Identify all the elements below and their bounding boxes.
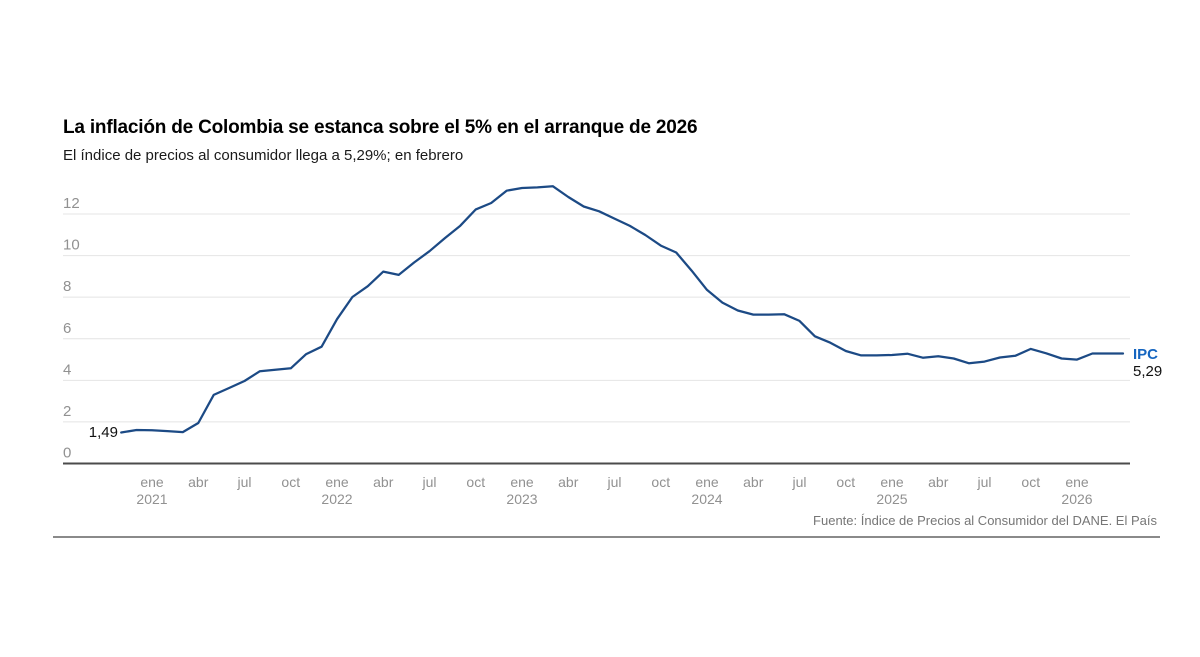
svg-text:jul: jul (791, 474, 806, 490)
svg-text:abr: abr (373, 474, 394, 490)
svg-text:ene: ene (325, 474, 349, 490)
svg-text:jul: jul (976, 474, 991, 490)
svg-text:12: 12 (63, 195, 80, 212)
svg-text:oct: oct (1021, 474, 1040, 490)
start-value-label: 1,49 (88, 424, 118, 441)
svg-text:2: 2 (63, 403, 71, 420)
svg-text:abr: abr (743, 474, 764, 490)
y-gridlines (63, 213, 1130, 465)
svg-text:abr: abr (928, 474, 949, 490)
svg-text:oct: oct (281, 474, 300, 490)
footer-divider (53, 536, 1160, 538)
series-label: IPC (1133, 346, 1159, 363)
ipc-line (120, 185, 1125, 434)
svg-text:2023: 2023 (506, 491, 537, 507)
svg-text:6: 6 (63, 320, 71, 337)
svg-text:oct: oct (836, 474, 855, 490)
svg-text:2025: 2025 (876, 491, 907, 507)
chart-title: La inflación de Colombia se estanca sobr… (63, 117, 698, 138)
svg-text:2024: 2024 (691, 491, 722, 507)
svg-text:10: 10 (63, 237, 80, 254)
svg-text:oct: oct (466, 474, 485, 490)
svg-text:4: 4 (63, 361, 71, 378)
svg-text:0: 0 (63, 445, 71, 462)
svg-text:ene: ene (880, 474, 904, 490)
source-attribution: Fuente: Índice de Precios al Consumidor … (813, 513, 1157, 528)
svg-text:jul: jul (236, 474, 251, 490)
svg-text:abr: abr (188, 474, 209, 490)
end-value-label: 5,29 (1133, 363, 1163, 380)
svg-text:ene: ene (1065, 474, 1089, 490)
y-tick-labels: 0 2 4 6 8 10 12 (63, 195, 80, 461)
svg-text:2021: 2021 (136, 491, 167, 507)
svg-text:ene: ene (510, 474, 534, 490)
svg-text:2026: 2026 (1061, 491, 1092, 507)
svg-text:abr: abr (558, 474, 579, 490)
svg-text:jul: jul (421, 474, 436, 490)
chart-subtitle: El índice de precios al consumidor llega… (63, 147, 464, 164)
svg-text:2022: 2022 (321, 491, 352, 507)
svg-text:jul: jul (606, 474, 621, 490)
svg-text:ene: ene (695, 474, 719, 490)
svg-text:ene: ene (140, 474, 164, 490)
svg-text:8: 8 (63, 278, 71, 295)
svg-text:oct: oct (651, 474, 670, 490)
